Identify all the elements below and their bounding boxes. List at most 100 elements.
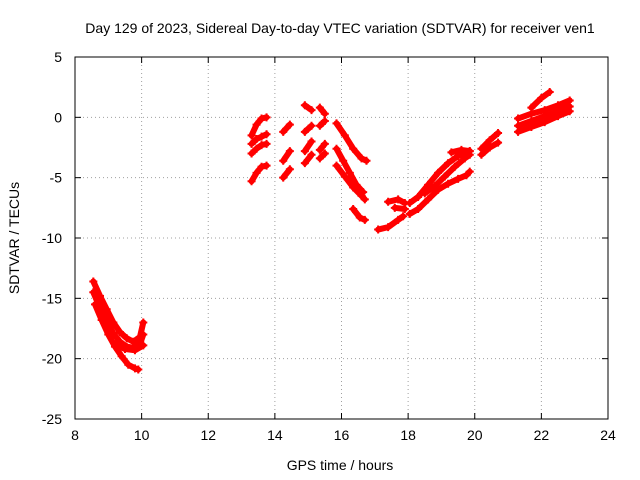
series-s26 bbox=[390, 203, 409, 214]
data-point bbox=[454, 174, 463, 183]
data-point bbox=[340, 131, 349, 140]
x-tick-label: 24 bbox=[600, 427, 616, 443]
data-point bbox=[307, 106, 316, 115]
data-point bbox=[554, 112, 563, 121]
data-point bbox=[247, 139, 256, 148]
data-point bbox=[405, 209, 414, 218]
data-point bbox=[394, 195, 403, 204]
x-tick-label: 14 bbox=[267, 427, 283, 443]
data-point bbox=[485, 136, 494, 145]
x-tick-label: 18 bbox=[400, 427, 416, 443]
series-s28 bbox=[405, 167, 474, 218]
series-line bbox=[280, 121, 293, 135]
data-point bbox=[320, 116, 329, 125]
data-point bbox=[405, 199, 414, 208]
data-point bbox=[110, 340, 119, 349]
series-s5 bbox=[247, 113, 271, 140]
series-s17 bbox=[315, 116, 329, 130]
data-point bbox=[285, 147, 294, 156]
data-point bbox=[332, 119, 341, 128]
x-tick-label: 22 bbox=[534, 427, 550, 443]
data-point bbox=[360, 215, 369, 224]
data-point bbox=[465, 147, 474, 156]
series-line bbox=[301, 122, 315, 135]
series-s35 bbox=[514, 107, 574, 136]
x-tick-label: 20 bbox=[467, 427, 483, 443]
data-point bbox=[247, 177, 256, 186]
data-point bbox=[139, 341, 148, 350]
data-point bbox=[122, 334, 131, 343]
data-point bbox=[514, 127, 523, 136]
series-s30 bbox=[447, 145, 474, 157]
data-point bbox=[414, 205, 423, 214]
data-point bbox=[514, 114, 523, 123]
data-point bbox=[414, 192, 423, 201]
data-point bbox=[90, 300, 99, 309]
data-point bbox=[332, 144, 341, 153]
data-point bbox=[430, 182, 439, 191]
data-point bbox=[420, 189, 429, 198]
data-point bbox=[262, 139, 271, 148]
data-point bbox=[447, 148, 456, 157]
series-line bbox=[301, 151, 315, 167]
series-line bbox=[111, 341, 147, 354]
data-point bbox=[117, 352, 126, 361]
data-point bbox=[360, 195, 369, 204]
data-point bbox=[384, 223, 393, 232]
series-s3 bbox=[90, 300, 143, 374]
series-s7 bbox=[247, 139, 271, 158]
data-point bbox=[300, 127, 309, 136]
series-s20 bbox=[332, 119, 371, 165]
data-point bbox=[285, 120, 294, 129]
data-point bbox=[315, 103, 324, 112]
series-line bbox=[301, 138, 315, 155]
data-point bbox=[115, 328, 124, 337]
data-point bbox=[390, 203, 399, 212]
data-point bbox=[89, 288, 98, 297]
data-point bbox=[307, 150, 316, 159]
x-axis-label: GPS time / hours bbox=[287, 457, 394, 473]
data-point bbox=[124, 360, 133, 369]
data-point bbox=[139, 318, 148, 327]
data-point bbox=[349, 183, 358, 192]
data-point bbox=[320, 149, 329, 158]
data-point bbox=[257, 132, 266, 141]
data-point bbox=[262, 130, 271, 139]
x-tick-label: 16 bbox=[334, 427, 350, 443]
series-s29 bbox=[420, 150, 474, 198]
data-point bbox=[424, 195, 433, 204]
y-tick-label: 5 bbox=[54, 49, 62, 65]
data-point bbox=[285, 165, 294, 174]
data-point bbox=[332, 161, 341, 170]
series-s14 bbox=[300, 137, 316, 156]
data-point bbox=[257, 141, 266, 150]
x-tick-label: 8 bbox=[71, 427, 79, 443]
data-point bbox=[257, 114, 266, 123]
data-point bbox=[262, 113, 271, 122]
data-point bbox=[349, 205, 358, 214]
data-point bbox=[315, 154, 324, 163]
x-tick-label: 12 bbox=[200, 427, 216, 443]
data-point bbox=[262, 161, 271, 170]
y-tick-label: -10 bbox=[42, 230, 62, 246]
series-s34 bbox=[514, 102, 574, 130]
series-s19 bbox=[315, 149, 329, 163]
data-point bbox=[252, 135, 261, 144]
series-s6 bbox=[247, 130, 271, 148]
data-point bbox=[440, 172, 449, 181]
data-point bbox=[139, 330, 148, 339]
data-point bbox=[320, 109, 329, 118]
data-point bbox=[355, 213, 364, 222]
data-point bbox=[130, 346, 139, 355]
data-point bbox=[494, 138, 503, 147]
series-s4 bbox=[110, 340, 148, 355]
data-point bbox=[444, 179, 453, 188]
series-s10 bbox=[279, 147, 294, 165]
series-line bbox=[248, 131, 270, 147]
data-point bbox=[120, 345, 129, 354]
series-s8 bbox=[247, 161, 271, 186]
data-point bbox=[307, 121, 316, 130]
chart-title: Day 129 of 2023, Sidereal Day-to-day VTE… bbox=[85, 20, 595, 36]
data-point bbox=[315, 145, 324, 154]
